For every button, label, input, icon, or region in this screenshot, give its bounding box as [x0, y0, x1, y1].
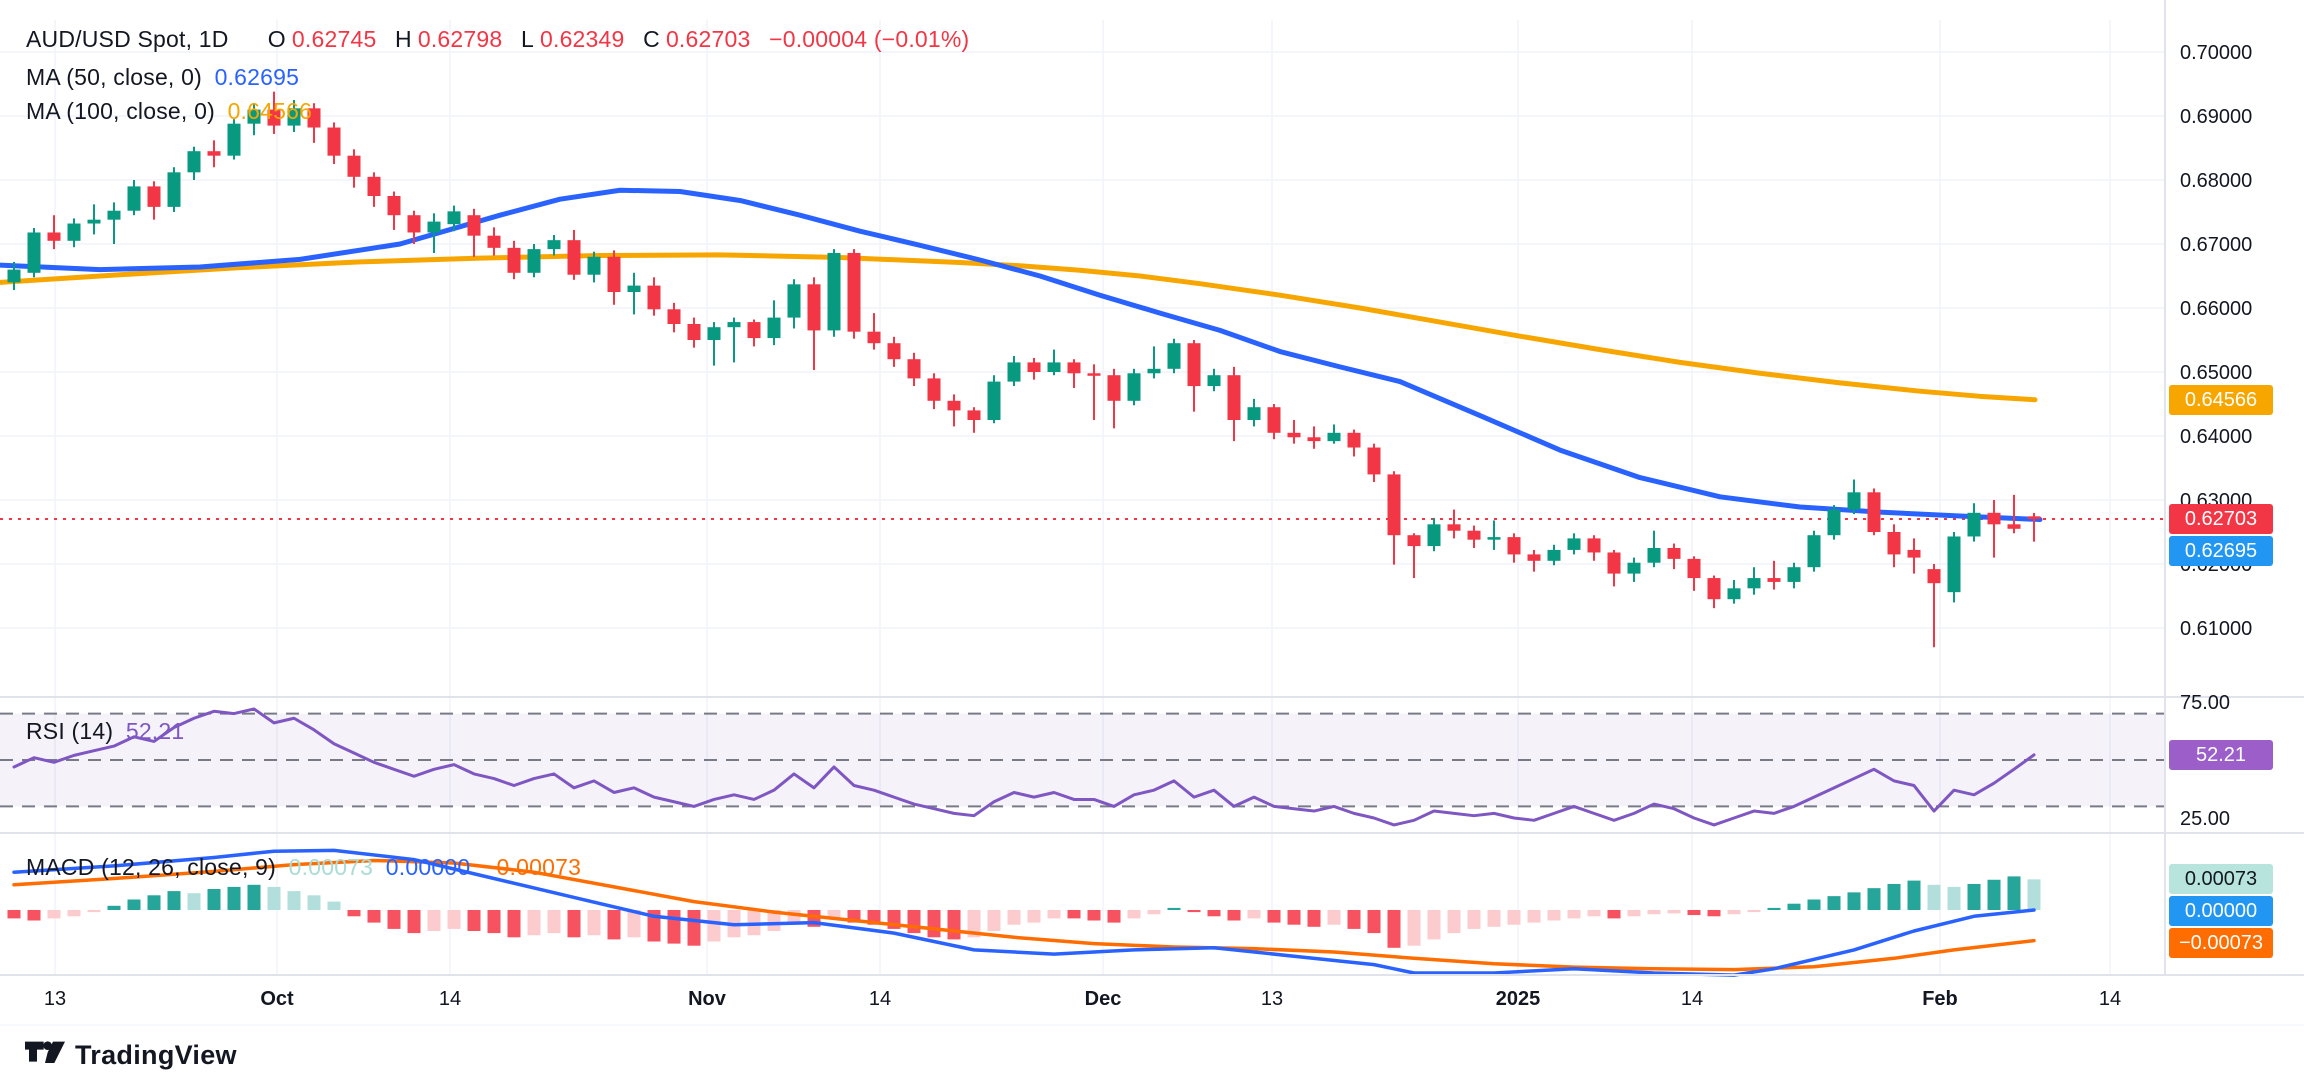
macd-hist-value: 0.00073 — [288, 854, 374, 880]
svg-text:0.67000: 0.67000 — [2180, 234, 2252, 256]
tradingview-logo-icon — [25, 1041, 65, 1063]
svg-text:75.00: 75.00 — [2180, 692, 2230, 714]
macd-label[interactable]: MACD (12, 26, close, 9) — [26, 854, 277, 880]
svg-text:14: 14 — [2099, 988, 2121, 1010]
rsi-label[interactable]: RSI (14) — [26, 718, 114, 744]
ohlc-close: C 0.62703 — [643, 26, 751, 52]
ma100-value: 0.64566 — [227, 98, 313, 124]
rsi-value: 52.21 — [125, 718, 185, 744]
symbol-header[interactable]: AUD/USD Spot, 1D O 0.62745 H 0.62798 L 0.62… — [26, 26, 975, 53]
svg-text:0.66000: 0.66000 — [2180, 298, 2252, 320]
macd-signal-value: −0.00073 — [482, 854, 582, 880]
ma50-legend[interactable]: MA (50, close, 0) 0.62695 — [26, 64, 305, 91]
svg-text:Oct: Oct — [260, 988, 294, 1010]
svg-text:0.65000: 0.65000 — [2180, 362, 2252, 384]
svg-text:Feb: Feb — [1922, 988, 1958, 1010]
svg-text:2025: 2025 — [1496, 988, 1541, 1010]
time-axis[interactable]: 13 Oct 14 Nov 14 Dec 13 2025 14 Feb 14 — [44, 988, 2121, 1010]
svg-text:0.61000: 0.61000 — [2180, 618, 2252, 640]
svg-text:Dec: Dec — [1085, 988, 1122, 1010]
ma50-label[interactable]: MA (50, close, 0) — [26, 64, 202, 90]
svg-text:25.00: 25.00 — [2180, 808, 2230, 830]
svg-text:0.64000: 0.64000 — [2180, 426, 2252, 448]
svg-text:0.68000: 0.68000 — [2180, 170, 2252, 192]
tradingview-logo-text: TradingView — [75, 1039, 237, 1070]
ohlc-high: H 0.62798 — [395, 26, 503, 52]
last-price-badge: 0.62703 — [2169, 504, 2273, 534]
svg-text:13: 13 — [1261, 988, 1283, 1010]
change-value: −0.00004 (−0.01%) — [769, 26, 970, 52]
ma100-legend[interactable]: MA (100, close, 0) 0.64566 — [26, 98, 318, 125]
svg-text:14: 14 — [1681, 988, 1703, 1010]
svg-text:0.69000: 0.69000 — [2180, 106, 2252, 128]
tradingview-logo[interactable]: TradingView — [25, 1038, 237, 1072]
ohlc-low: L 0.62349 — [520, 26, 625, 52]
ma50-value: 0.62695 — [214, 64, 300, 90]
ma100-label[interactable]: MA (100, close, 0) — [26, 98, 215, 124]
macd-line-badge: 0.00000 — [2169, 896, 2273, 926]
price-axis[interactable]: 0.70000 0.69000 0.68000 0.67000 0.66000 0.650… — [2180, 42, 2252, 830]
candles — [7, 91, 2041, 648]
svg-text:Nov: Nov — [688, 988, 727, 1010]
rsi-legend[interactable]: RSI (14) 52.21 — [26, 718, 190, 745]
svg-text:0.70000: 0.70000 — [2180, 42, 2252, 64]
rsi-value-badge: 52.21 — [2169, 740, 2273, 770]
svg-text:14: 14 — [439, 988, 461, 1010]
symbol-title[interactable]: AUD/USD Spot, 1D — [26, 26, 229, 52]
macd-signal-badge: −0.00073 — [2169, 928, 2273, 958]
svg-text:13: 13 — [44, 988, 66, 1010]
ma50-price-badge: 0.62695 — [2169, 536, 2273, 566]
ohlc-open: O 0.62745 — [267, 26, 377, 52]
macd-legend[interactable]: MACD (12, 26, close, 9) 0.00073 0.00000 … — [26, 854, 587, 881]
macd-line-value: 0.00000 — [385, 854, 471, 880]
macd-hist-badge: 0.00073 — [2169, 864, 2273, 894]
ma100-price-badge: 0.64566 — [2169, 385, 2273, 415]
svg-text:14: 14 — [869, 988, 891, 1010]
